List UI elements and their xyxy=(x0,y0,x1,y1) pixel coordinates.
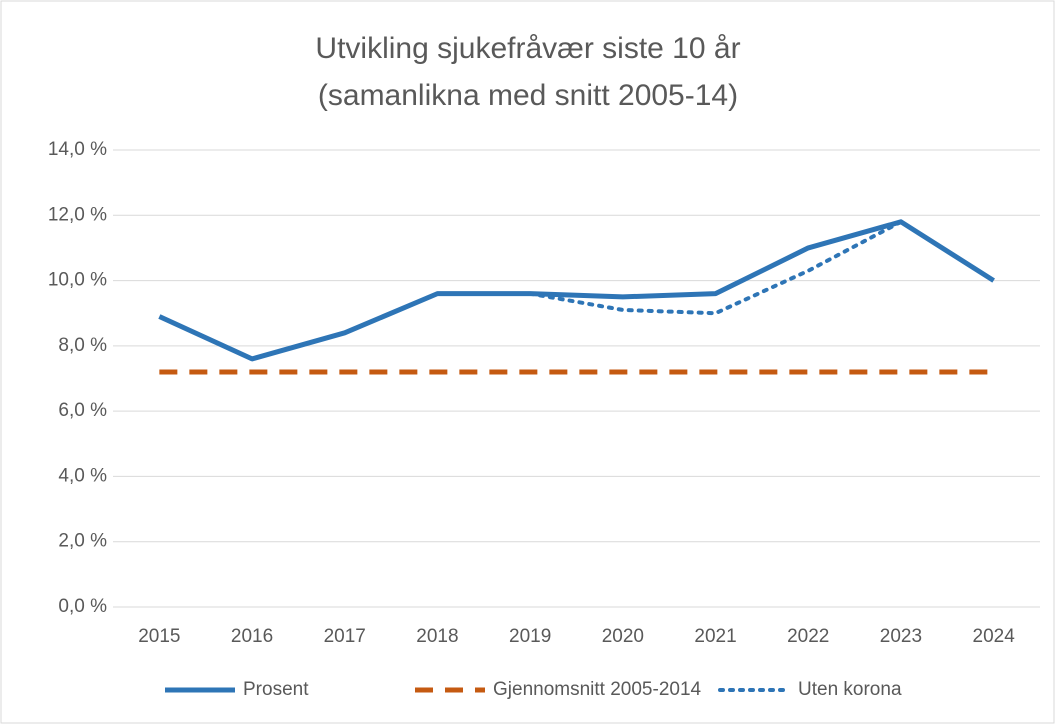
y-tick-label: 10,0 % xyxy=(48,270,107,291)
y-tick-label: 2,0 % xyxy=(58,531,107,552)
x-tick-label: 2023 xyxy=(880,626,922,647)
x-tick-label: 2022 xyxy=(787,626,829,647)
chart-title: (samanlikna med snitt 2005-14) xyxy=(318,79,738,112)
chart-title: Utvikling sjukefråvær siste 10 år xyxy=(315,32,740,65)
y-tick-label: 6,0 % xyxy=(58,400,107,421)
y-tick-label: 0,0 % xyxy=(58,596,107,617)
y-tick-label: 12,0 % xyxy=(48,204,107,225)
y-tick-label: 4,0 % xyxy=(58,465,107,486)
series-line xyxy=(528,219,903,316)
y-tick-label: 14,0 % xyxy=(48,139,107,160)
legend-label: Prosent xyxy=(243,679,309,700)
x-tick-label: 2015 xyxy=(138,626,180,647)
x-tick-label: 2021 xyxy=(694,626,736,647)
x-tick-label: 2018 xyxy=(416,626,458,647)
x-tick-label: 2019 xyxy=(509,626,551,647)
x-tick-label: 2017 xyxy=(324,626,366,647)
x-tick-label: 2024 xyxy=(973,626,1016,647)
x-tick-label: 2020 xyxy=(602,626,644,647)
legend-label: Uten korona xyxy=(798,679,902,700)
series-line xyxy=(158,219,995,362)
x-tick-label: 2016 xyxy=(231,626,273,647)
y-tick-label: 8,0 % xyxy=(58,335,107,356)
legend-label: Gjennomsnitt 2005-2014 xyxy=(493,679,702,700)
